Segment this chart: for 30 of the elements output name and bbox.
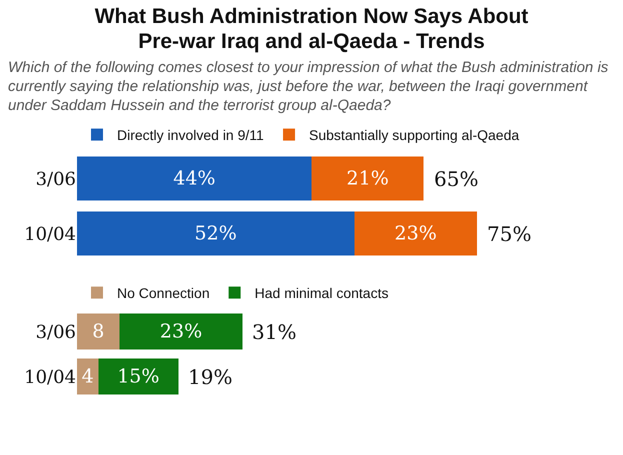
data-label: 15% — [117, 366, 160, 388]
y-tick-label: 10/04 — [24, 224, 76, 245]
total-label: 19% — [188, 365, 232, 389]
total-label: 75% — [487, 222, 532, 246]
total-label: 31% — [252, 320, 296, 344]
y-tick-label: 10/04 — [24, 366, 76, 388]
data-label: 44% — [173, 168, 216, 190]
bar — [77, 314, 120, 350]
data-label: 52% — [194, 222, 237, 244]
bar — [354, 212, 477, 256]
data-label: 23% — [160, 320, 202, 342]
total-label: 65% — [434, 167, 478, 191]
data-label: 4 — [82, 366, 94, 388]
y-tick-label: 3/06 — [36, 322, 76, 343]
y-tick-label: 3/06 — [36, 168, 76, 190]
legend-label: Had minimal contacts — [254, 285, 388, 302]
data-label: 21% — [346, 168, 389, 190]
data-label: 8 — [92, 320, 104, 342]
chart-title: What Bush Administration Now Says About Pre-war Iraq and al-Qaeda - Trends — [94, 4, 530, 54]
bar — [98, 358, 178, 394]
legend-label: Substantially supporting al-Qaeda — [309, 127, 520, 144]
legend-label: No Connection — [117, 285, 210, 302]
legend-label: Directly involved in 9/11 — [117, 127, 264, 144]
bar — [120, 314, 242, 350]
data-label: 23% — [394, 222, 437, 244]
bar — [77, 212, 354, 256]
bar — [77, 358, 98, 394]
bar — [312, 156, 424, 200]
bar — [77, 156, 312, 200]
chart-subtitle: Which of the following comes closest to your impression of what the Bush administration is currently saying the relationship was, just before the war, between the Iraqi government under Saddam Hussein and the terrorist group al-Qaeda? — [8, 58, 610, 115]
